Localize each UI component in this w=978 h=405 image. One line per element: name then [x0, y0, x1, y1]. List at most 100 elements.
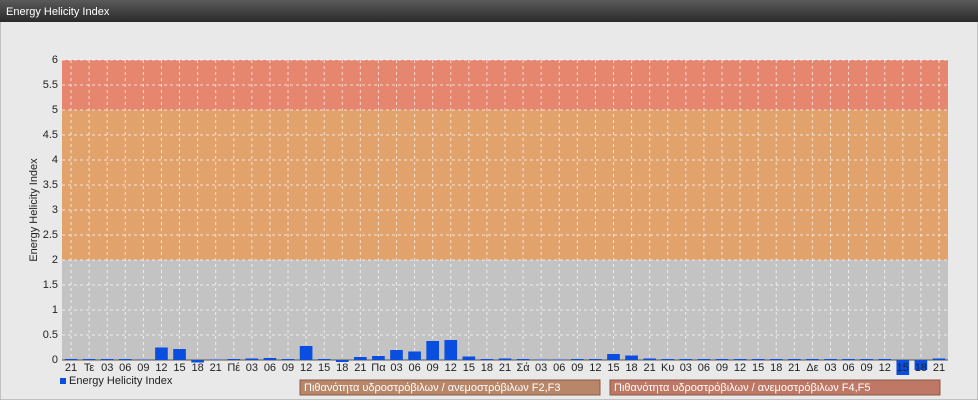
bar: [570, 359, 584, 360]
x-tick-label: 15: [897, 362, 909, 374]
bar: [354, 357, 367, 360]
bar: [878, 359, 892, 360]
bar: [372, 356, 385, 360]
bar: [552, 359, 566, 360]
bar: [118, 359, 132, 360]
bar: [607, 354, 620, 360]
bar: [751, 359, 765, 360]
bar: [516, 359, 530, 360]
x-tick-label: 12: [155, 362, 167, 374]
y-tick-label: 5.5: [43, 79, 58, 91]
bar: [245, 358, 259, 360]
band-legend-box: [609, 379, 941, 396]
bar: [173, 349, 186, 360]
bar: [824, 359, 837, 360]
bar: [227, 359, 241, 360]
x-tick-label: 12: [445, 362, 457, 374]
bar: [444, 340, 458, 360]
x-tick-label: 15: [607, 362, 619, 374]
bar: [534, 359, 548, 360]
x-tick-label: 18: [191, 362, 203, 374]
bar: [299, 346, 313, 360]
bar: [787, 359, 801, 360]
bar: [426, 341, 440, 360]
x-tick-label: 21: [933, 362, 945, 374]
bar: [390, 350, 403, 360]
y-tick-label: 3.5: [43, 179, 58, 191]
bar: [281, 359, 295, 360]
bar: [860, 359, 873, 360]
bar: [155, 347, 168, 360]
y-tick-label: 2.5: [43, 229, 58, 241]
band-legend-box: [299, 379, 601, 396]
bar: [914, 360, 928, 370]
x-tick-label: 18: [625, 362, 637, 374]
x-tick-label: 12: [879, 362, 891, 374]
x-tick-label: 09: [571, 362, 583, 374]
bar: [625, 355, 638, 360]
x-tick-label: 15: [173, 362, 185, 374]
bar: [317, 359, 331, 360]
y-tick-label: 4: [52, 154, 58, 166]
bar: [498, 358, 512, 360]
y-axis-label: Energy Helicity Index: [28, 158, 40, 262]
x-tick-label: Κυ: [661, 362, 674, 374]
bar: [842, 359, 855, 360]
x-tick-label: Τε: [84, 362, 95, 374]
x-tick-label: Δε: [806, 362, 818, 374]
bar: [263, 358, 277, 360]
x-tick-label: Σά: [516, 362, 530, 374]
bar: [643, 358, 656, 360]
legend-swatch: [60, 378, 66, 384]
x-tick-label: 06: [553, 362, 565, 374]
x-tick-label: 21: [499, 362, 511, 374]
x-tick-label: 06: [698, 362, 710, 374]
y-tick-label: 3: [52, 204, 58, 216]
x-tick-label: 06: [264, 362, 276, 374]
x-tick-label: 21: [354, 362, 366, 374]
y-tick-label: 5: [52, 104, 58, 116]
y-tick-label: 0: [52, 354, 58, 366]
bar: [137, 359, 150, 360]
x-tick-label: 12: [300, 362, 312, 374]
x-tick-label: Πέ: [227, 362, 240, 374]
bar: [82, 359, 96, 360]
header-bar: [0, 0, 978, 22]
x-tick-label: 03: [535, 362, 547, 374]
bar: [932, 358, 946, 360]
bar: [408, 351, 421, 360]
x-tick-label: 15: [318, 362, 330, 374]
x-tick-label: 12: [734, 362, 746, 374]
x-tick-label: 12: [589, 362, 601, 374]
bar: [896, 360, 910, 375]
x-tick-label: 21: [210, 362, 222, 374]
y-tick-label: 6: [52, 54, 58, 66]
x-tick-label: 21: [788, 362, 800, 374]
x-tick-label: 06: [119, 362, 131, 374]
bar: [191, 360, 204, 363]
bar: [462, 356, 476, 360]
x-tick-label: 06: [408, 362, 420, 374]
y-tick-label: 0.5: [43, 329, 58, 341]
x-tick-label: 09: [861, 362, 873, 374]
x-tick-label: 15: [752, 362, 764, 374]
x-tick-label: 06: [842, 362, 854, 374]
bar: [733, 359, 747, 360]
x-tick-label: 15: [463, 362, 475, 374]
legend-label: Energy Helicity Index: [69, 375, 173, 387]
x-tick-label: 09: [716, 362, 728, 374]
bar: [679, 359, 693, 360]
x-tick-label: 09: [282, 362, 294, 374]
x-tick-label: 03: [101, 362, 113, 374]
x-tick-label: 03: [246, 362, 258, 374]
bar: [480, 359, 494, 360]
x-tick-label: 18: [770, 362, 782, 374]
bar: [335, 360, 349, 362]
y-tick-label: 4.5: [43, 129, 58, 141]
x-tick-label: 03: [824, 362, 836, 374]
band-legend-label: Πιθανότητα υδροστρόβιλων / ανεμοστρόβιλω…: [304, 382, 561, 394]
x-tick-label: 18: [915, 362, 927, 374]
bar: [697, 359, 711, 360]
bar: [715, 359, 729, 360]
